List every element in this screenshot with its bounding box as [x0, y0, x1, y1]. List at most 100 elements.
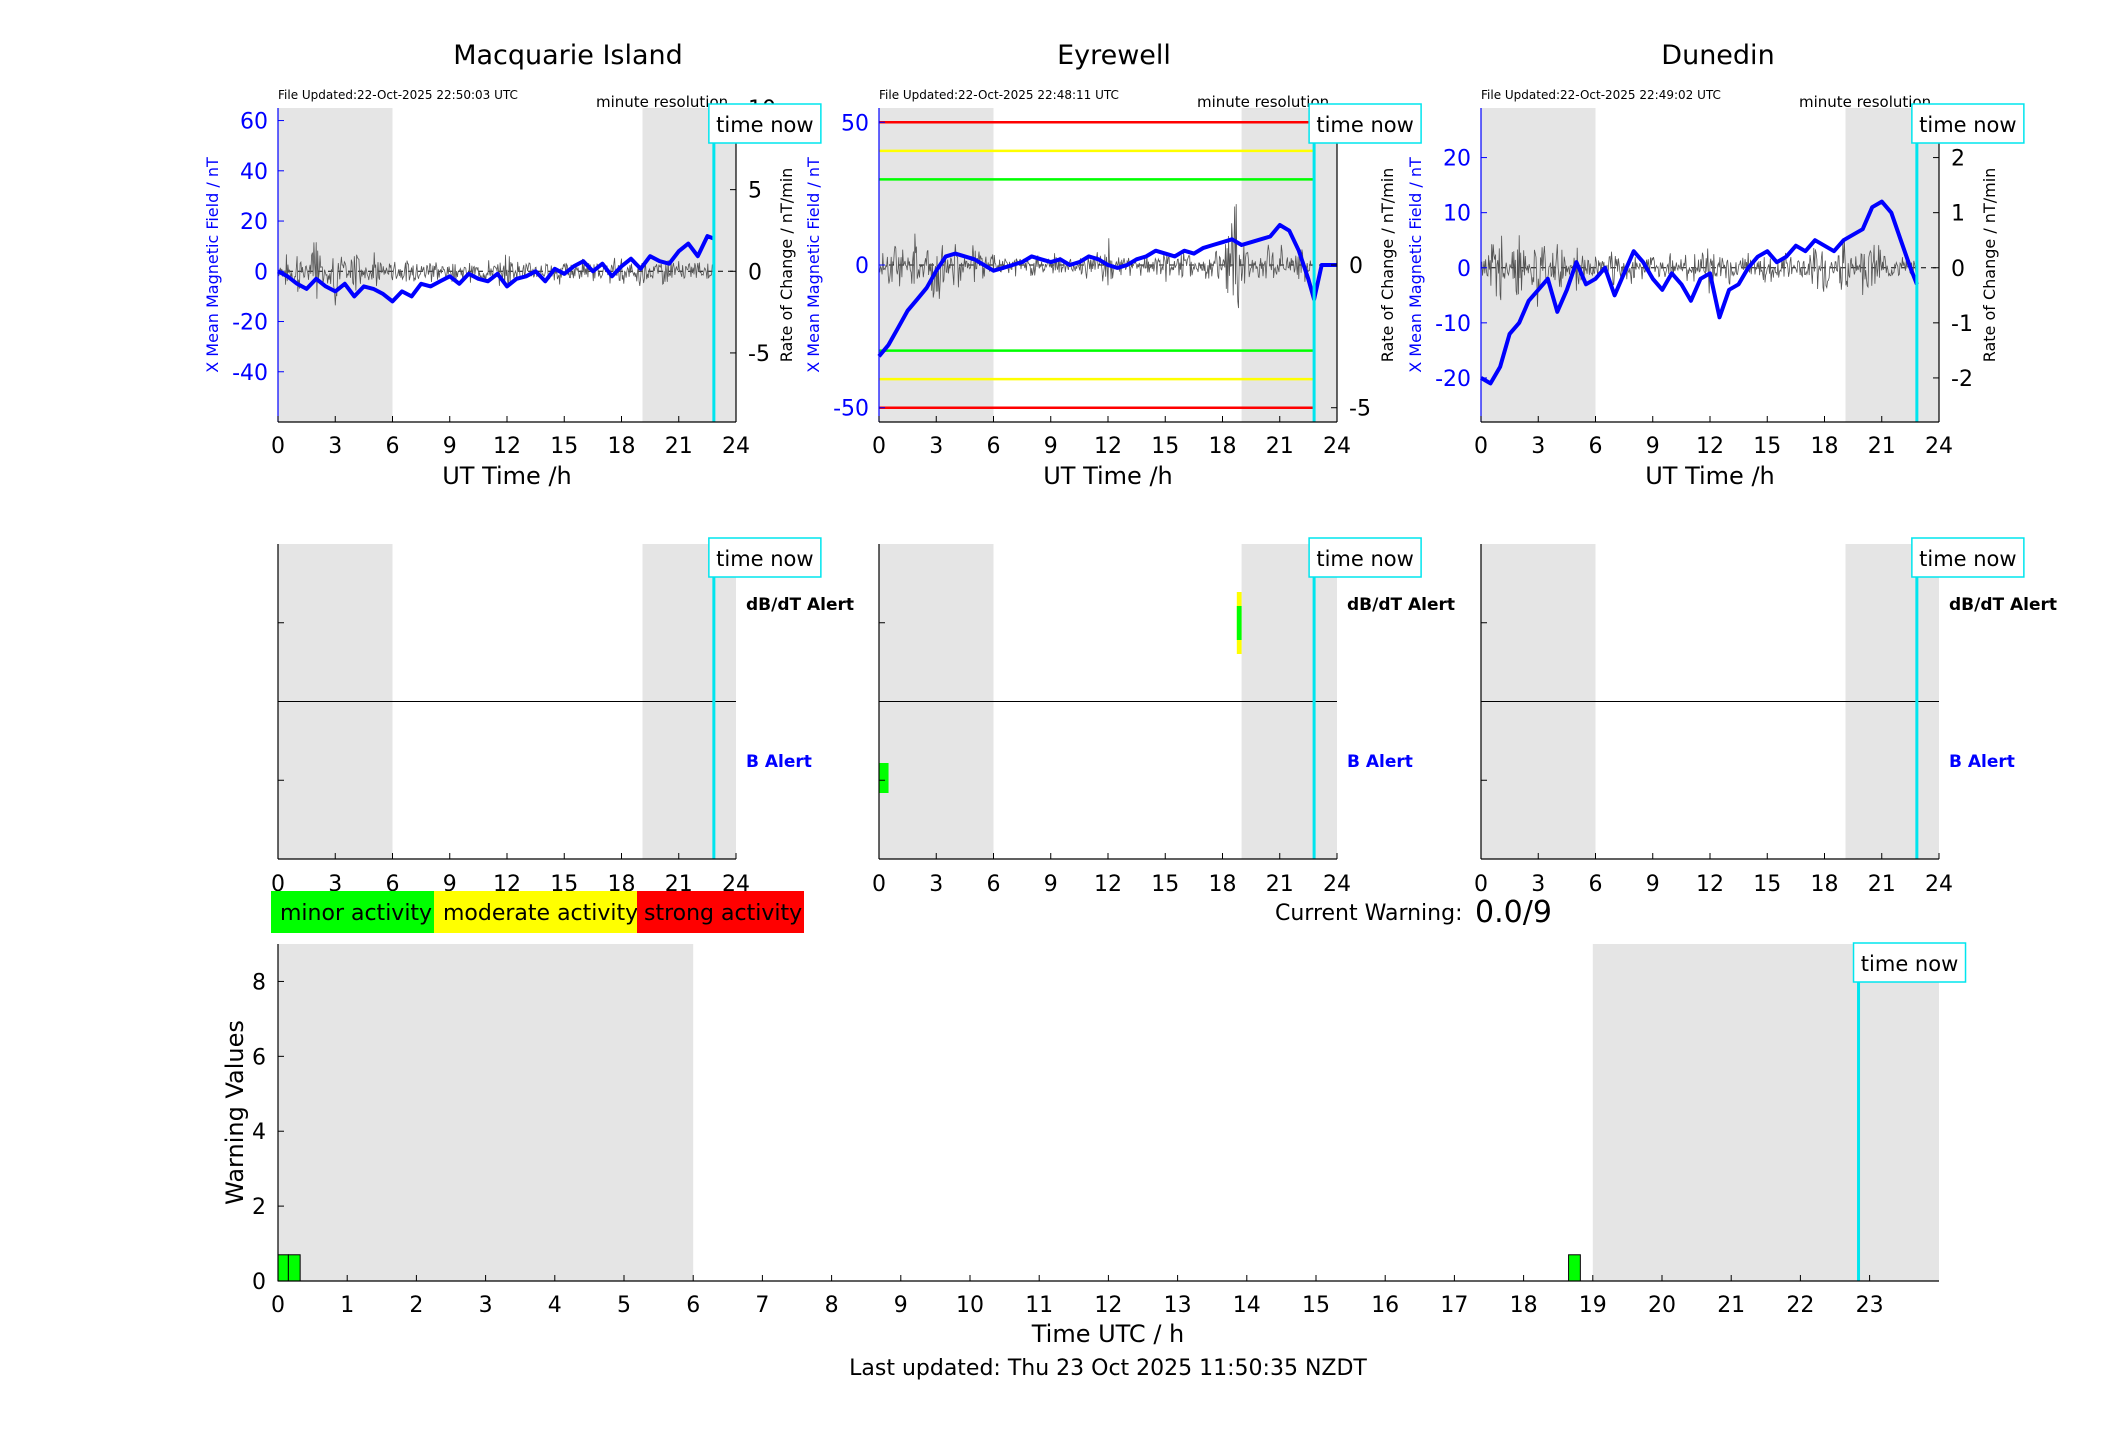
warning-x-tick-label: 23: [1856, 1293, 1884, 1318]
warning-x-tick-label: 17: [1440, 1293, 1468, 1318]
alert-x-tick-label: 24: [1925, 872, 1953, 897]
y-axis-label: X Mean Magnetic Field / nT: [203, 157, 222, 373]
current-warning-value: 0.0/9: [1475, 895, 1552, 930]
warning-y-tick-label: 2: [252, 1195, 266, 1220]
warning-x-tick-label: 2: [409, 1293, 423, 1318]
x-tick-label: 18: [608, 434, 636, 459]
x-tick-label: 9: [443, 434, 457, 459]
b-alert-bar: [879, 763, 889, 793]
alert-time-now-box: [1308, 537, 1422, 578]
file-updated: File Updated:22-Oct-2025 22:50:03 UTC: [278, 88, 518, 102]
time-now-label: time now: [1919, 113, 2016, 137]
alert-x-tick-label: 21: [1266, 872, 1294, 897]
x-tick-label: 18: [1811, 434, 1839, 459]
file-updated: File Updated:22-Oct-2025 22:49:02 UTC: [1481, 88, 1721, 102]
y2-axis-label: Rate of Change / nT/min: [1378, 168, 1397, 363]
alert-x-tick-label: 3: [328, 872, 342, 897]
alert-x-tick-label: 18: [1811, 872, 1839, 897]
y-tick-label: 0: [1457, 257, 1471, 282]
warning-x-tick-label: 15: [1302, 1293, 1330, 1318]
y-tick-label: -40: [232, 361, 268, 386]
b-alert-label: B Alert: [746, 752, 812, 772]
y2-tick-label: 5: [748, 179, 762, 204]
x-axis-label: UT Time /h: [1043, 462, 1173, 490]
y-tick-label: -20: [1435, 367, 1471, 392]
alert-x-tick-label: 0: [872, 872, 886, 897]
warning-x-tick-label: 21: [1717, 1293, 1745, 1318]
alert-x-tick-label: 3: [1531, 872, 1545, 897]
warning-shaded-region: [278, 944, 694, 1281]
y2-tick-label: 1: [1951, 202, 1965, 227]
warning-bar: [287, 1254, 301, 1282]
y-tick-label: -20: [232, 311, 268, 336]
alert-x-tick-label: 0: [271, 872, 285, 897]
footer-last-updated: Last updated: Thu 23 Oct 2025 11:50:35 N…: [849, 1356, 1367, 1381]
y2-axis-label: Rate of Change / nT/min: [1980, 168, 1999, 363]
station-title: Eyrewell: [1057, 40, 1171, 71]
b-alert-label: B Alert: [1347, 752, 1413, 772]
dbdt-alert-label: dB/dT Alert: [1949, 595, 2057, 615]
y-tick-label: -10: [1435, 312, 1471, 337]
warning-x-tick-label: 14: [1233, 1293, 1261, 1318]
alert-x-tick-label: 9: [443, 872, 457, 897]
x-tick-label: 18: [1209, 434, 1237, 459]
x-tick-label: 15: [1151, 434, 1179, 459]
warning-y-tick-label: 6: [252, 1045, 266, 1070]
warning-x-tick-label: 5: [617, 1293, 631, 1318]
alert-x-tick-label: 21: [1868, 872, 1896, 897]
alert-x-tick-label: 0: [1474, 872, 1488, 897]
warning-x-tick-label: 3: [479, 1293, 493, 1318]
time-now-box: [1911, 103, 2025, 144]
station-title: Dunedin: [1661, 40, 1774, 71]
y-tick-label: 50: [841, 111, 869, 136]
y2-tick-label: 0: [748, 260, 762, 285]
warning-x-tick-label: 13: [1164, 1293, 1192, 1318]
warning-x-tick-label: 18: [1510, 1293, 1538, 1318]
y2-axis-label: Rate of Change / nT/min: [777, 168, 796, 363]
x-tick-label: 3: [1531, 434, 1545, 459]
warning-y-axis-label: Warning Values: [221, 1020, 249, 1205]
warning-x-tick-label: 11: [1025, 1293, 1053, 1318]
alert-time-now-label: time now: [1919, 547, 2016, 571]
alert-time-now-label: time now: [1316, 547, 1413, 571]
time-now-box: [1308, 103, 1422, 144]
y-tick-label: 10: [1443, 202, 1471, 227]
x-tick-label: 0: [271, 434, 285, 459]
time-now-label: time now: [716, 113, 813, 137]
x-tick-label: 12: [1094, 434, 1122, 459]
x-tick-label: 24: [722, 434, 750, 459]
warning-x-tick-label: 19: [1579, 1293, 1607, 1318]
x-tick-label: 6: [386, 434, 400, 459]
y2-tick-label: 0: [1349, 254, 1363, 279]
y-tick-label: 60: [240, 110, 268, 135]
minute-resolution-label: minute resolution: [1197, 93, 1329, 111]
alert-x-tick-label: 12: [1696, 872, 1724, 897]
minute-resolution-label: minute resolution: [1799, 93, 1931, 111]
warning-bar: [1568, 1254, 1581, 1282]
legend-moderate-activity: moderate activity: [434, 891, 638, 933]
x-axis-label: UT Time /h: [442, 462, 572, 490]
alert-x-tick-label: 6: [386, 872, 400, 897]
x-tick-label: 24: [1925, 434, 1953, 459]
alert-x-tick-label: 6: [1589, 872, 1603, 897]
y2-tick-label: -5: [748, 342, 770, 367]
warning-x-tick-label: 6: [686, 1293, 700, 1318]
y-axis-label: X Mean Magnetic Field / nT: [1406, 157, 1425, 373]
x-axis-label: UT Time /h: [1645, 462, 1775, 490]
warning-x-tick-label: 4: [548, 1293, 562, 1318]
warning-time-now-label: time now: [1861, 952, 1958, 976]
warning-y-tick-label: 0: [252, 1270, 266, 1295]
x-mean-field-line: [277, 234, 715, 304]
y-tick-label: 40: [240, 160, 268, 185]
y2-tick-label: -2: [1951, 367, 1973, 392]
x-tick-label: 6: [1589, 434, 1603, 459]
alert-x-tick-label: 9: [1044, 872, 1058, 897]
warning-x-tick-label: 10: [956, 1293, 984, 1318]
x-tick-label: 24: [1323, 434, 1351, 459]
y2-tick-label: 0: [1951, 257, 1965, 282]
dbdt-alert-label: dB/dT Alert: [1347, 595, 1455, 615]
x-tick-label: 12: [493, 434, 521, 459]
x-tick-label: 3: [929, 434, 943, 459]
x-mean-field-line: [1479, 199, 1919, 386]
